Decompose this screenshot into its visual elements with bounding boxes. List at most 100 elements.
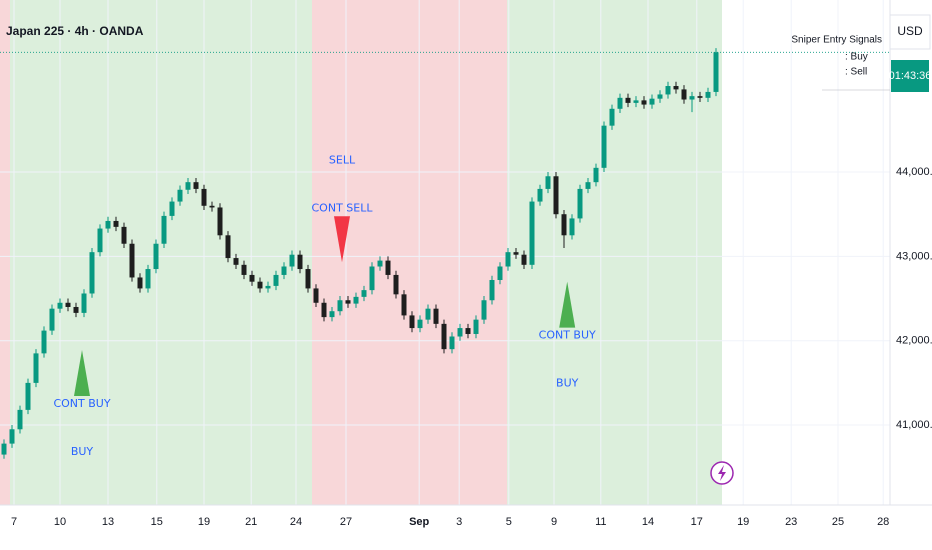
candle xyxy=(577,184,583,223)
candle xyxy=(217,203,223,240)
candle xyxy=(433,304,439,329)
candle xyxy=(177,185,183,206)
candle xyxy=(585,177,591,194)
candle xyxy=(329,306,335,322)
candle-body xyxy=(233,258,239,265)
candle xyxy=(409,311,415,333)
candle xyxy=(369,262,375,295)
candle xyxy=(105,216,111,233)
candle xyxy=(57,298,63,313)
signal-arrow xyxy=(74,350,90,396)
candle xyxy=(569,214,575,240)
candle xyxy=(513,247,519,259)
x-tick-label: 14 xyxy=(642,516,654,528)
x-tick-label: Sep xyxy=(409,516,429,528)
x-tick-label: 21 xyxy=(245,516,257,528)
candle xyxy=(489,275,495,305)
candle xyxy=(521,250,527,270)
indicator-item: : Buy xyxy=(845,52,868,63)
candle-body xyxy=(265,285,271,289)
candle xyxy=(121,222,127,248)
candle-body xyxy=(113,220,119,227)
countdown-box xyxy=(891,60,929,92)
signal-label: CONT BUY xyxy=(539,329,596,342)
candle xyxy=(649,94,655,109)
candle xyxy=(193,177,199,194)
candle-body xyxy=(65,302,71,307)
candle-body xyxy=(385,260,391,275)
candle xyxy=(425,304,431,324)
candle-body xyxy=(17,409,23,430)
candle-body xyxy=(609,108,615,126)
candle-body xyxy=(377,260,383,267)
candle xyxy=(609,104,615,130)
signal-label: CONT BUY xyxy=(53,397,110,410)
candle-body xyxy=(585,182,591,189)
candle-body xyxy=(193,182,199,189)
candle-body xyxy=(489,280,495,301)
candle-body xyxy=(145,269,151,289)
alert-bolt xyxy=(718,465,726,481)
candle xyxy=(153,239,159,274)
x-tick-label: 9 xyxy=(551,516,557,528)
candle xyxy=(233,253,239,270)
candle-body xyxy=(641,100,647,105)
candle xyxy=(561,210,567,248)
x-tick-label: 5 xyxy=(506,516,512,528)
x-tick-label: 27 xyxy=(340,516,352,528)
candle xyxy=(457,323,463,341)
candle xyxy=(625,93,631,108)
x-tick-label: 3 xyxy=(456,516,462,528)
signal-label: BUY xyxy=(71,445,94,458)
candle xyxy=(529,197,535,270)
candle xyxy=(449,332,455,354)
candle-body xyxy=(393,274,399,295)
candle xyxy=(41,326,47,358)
candle xyxy=(321,298,327,322)
candle-body xyxy=(673,86,679,90)
candle xyxy=(281,262,287,280)
candle-body xyxy=(321,302,327,318)
candle-body xyxy=(353,296,359,304)
x-tick-label: 19 xyxy=(198,516,210,528)
candle xyxy=(97,224,103,257)
candle-body xyxy=(25,382,31,410)
candle-body xyxy=(441,323,447,350)
candle xyxy=(673,81,679,94)
x-tick-label: 19 xyxy=(737,516,749,528)
candle-body xyxy=(337,300,343,312)
candle-body xyxy=(153,243,159,270)
currency: USD xyxy=(897,24,923,38)
y-tick-label: 43,000.0 xyxy=(896,250,932,262)
candle xyxy=(145,264,151,293)
signal-label: BUY xyxy=(556,377,579,390)
candle xyxy=(185,177,191,194)
candle xyxy=(593,163,599,187)
candle-body xyxy=(121,226,127,244)
candle-body xyxy=(681,89,687,100)
candle-body xyxy=(273,274,279,286)
candle-body xyxy=(361,290,367,297)
candle xyxy=(417,315,423,333)
indicator-name: Sniper Entry Signals xyxy=(791,35,882,46)
y-tick-label: 41,000.0 xyxy=(896,419,932,431)
currency-box[interactable] xyxy=(889,14,931,50)
candle xyxy=(73,302,79,318)
candle-body xyxy=(185,182,191,190)
candle-body xyxy=(249,274,255,282)
signal-region xyxy=(507,0,722,505)
candle-body xyxy=(281,266,287,275)
candle-body xyxy=(449,336,455,350)
candle-body xyxy=(225,235,231,259)
candle-body xyxy=(473,319,479,334)
candle-body xyxy=(81,293,87,313)
candle-body xyxy=(593,167,599,183)
candle-body xyxy=(577,188,583,219)
candle-body xyxy=(417,319,423,329)
candle-body xyxy=(73,306,79,313)
plot-layer: CONT BUY BUY CONT SELL SELL CONT BUY BUY xyxy=(0,48,890,459)
candle-body xyxy=(89,252,95,294)
candle xyxy=(129,239,135,282)
candle xyxy=(617,93,623,114)
candle xyxy=(553,172,559,219)
